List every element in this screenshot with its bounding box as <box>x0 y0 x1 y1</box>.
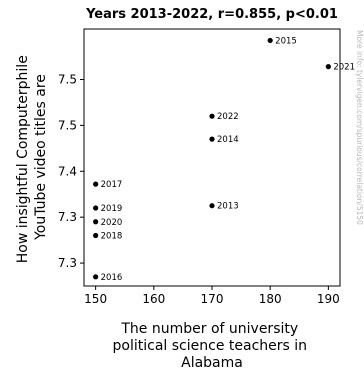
x-tick-label: 150 <box>84 292 107 306</box>
data-points: 2013 2014 2015 2016 2017 2018 2019 2020 2021 2022 <box>93 36 355 283</box>
x-axis-label-line-2: political science teachers in <box>113 338 307 354</box>
data-point <box>93 232 99 239</box>
data-point <box>93 219 99 225</box>
x-axis-label: The number of university political scien… <box>113 321 312 371</box>
data-point-label: 2018 <box>101 232 123 242</box>
x-tick-label: 190 <box>317 292 340 306</box>
x-tick-label: 170 <box>201 292 224 306</box>
data-point <box>93 205 99 211</box>
data-point <box>325 64 331 70</box>
data-point-label: 2020 <box>101 218 123 228</box>
data-point <box>209 136 215 142</box>
y-tick-label: 7.5 <box>58 72 77 86</box>
x-tick-label: 160 <box>142 292 165 306</box>
data-point-label: 2021 <box>333 63 355 73</box>
data-point-label: 2017 <box>101 180 123 190</box>
data-point <box>93 181 99 187</box>
y-tick-label: 7.5 <box>58 118 77 132</box>
watermark-text: More info: tylervigen.com/spurious/corre… <box>355 30 364 225</box>
y-tick-label: 7.4 <box>58 164 77 178</box>
data-point-label: 2015 <box>275 36 297 46</box>
data-point <box>267 37 273 44</box>
data-point-label: 2014 <box>217 135 239 145</box>
y-axis-ticks: 7.3 7.3 7.4 7.5 7.5 <box>58 72 84 270</box>
y-tick-label: 7.3 <box>58 210 77 224</box>
data-point-label: 2019 <box>101 204 123 214</box>
data-point <box>209 113 215 119</box>
y-tick-label: 7.3 <box>58 256 77 270</box>
x-tick-label: 180 <box>259 292 282 306</box>
x-axis-ticks: 150 160 170 180 190 <box>84 286 340 306</box>
y-axis-label-line-1: How insightful Computerphile <box>15 55 31 263</box>
y-axis-label: How insightful Computerphile YouTube vid… <box>15 51 49 264</box>
data-point-label: 2013 <box>217 202 239 212</box>
data-point <box>93 274 99 280</box>
y-axis-label-line-2: YouTube video titles are <box>33 74 49 241</box>
data-point-label: 2022 <box>217 112 239 122</box>
plot-frame <box>83 28 341 287</box>
x-axis-label-line-3: Alabama <box>181 355 243 371</box>
chart-title: Years 2013-2022, r=0.855, p<0.01 <box>85 7 338 22</box>
data-point-label: 2016 <box>101 273 123 283</box>
data-point <box>209 203 215 209</box>
x-axis-label-line-1: The number of university <box>120 321 298 337</box>
